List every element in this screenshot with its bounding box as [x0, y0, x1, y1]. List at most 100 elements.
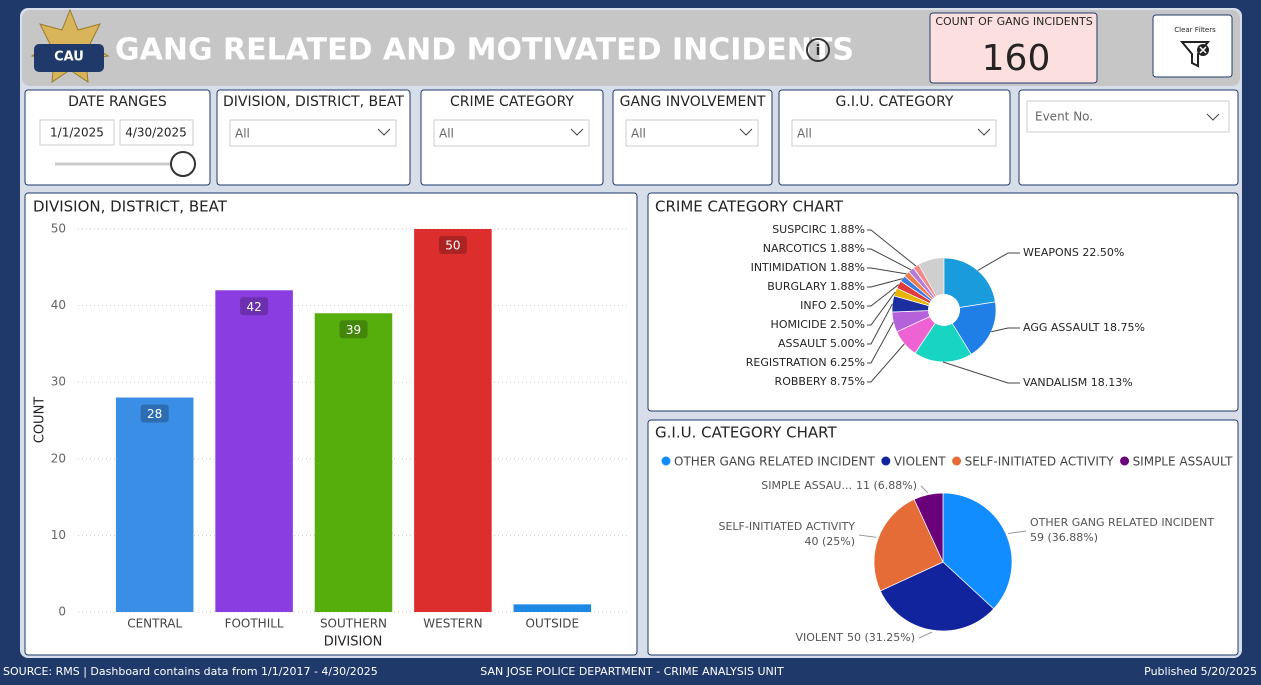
leader-line: [867, 343, 905, 383]
bar: [215, 290, 293, 612]
filter-label: G.I.U. CATEGORY: [836, 94, 954, 110]
x-tick-label: WESTERN: [423, 617, 482, 631]
leader-line: [867, 284, 899, 307]
slice-value: 40 (25%): [804, 535, 855, 548]
title: GANG RELATED AND MOTIVATED INCIDENTS: [115, 33, 854, 68]
leader-line: [858, 534, 877, 538]
y-tick-label: 10: [51, 528, 66, 542]
slice-label: NARCOTICS 1.88%: [763, 242, 865, 255]
x-tick-label: OUTSIDE: [526, 617, 580, 631]
leader-line: [918, 631, 933, 639]
slider-knob[interactable]: [170, 151, 196, 177]
y-tick-label: 20: [51, 451, 66, 465]
data-label-box: [438, 236, 467, 254]
kpi-value: 160: [982, 38, 1051, 79]
donut-hole: [928, 294, 960, 326]
data-label-box: [339, 320, 368, 339]
pie-slice: [873, 498, 944, 592]
y-axis-label: COUNT: [33, 397, 48, 444]
data-label: 39: [346, 323, 361, 337]
date-end: 4/30/2025: [125, 126, 187, 140]
bar: [314, 313, 393, 612]
chevron: [977, 128, 991, 136]
clear-filters-label: Clear Filters: [1174, 26, 1216, 34]
dropdown[interactable]: [433, 119, 590, 147]
leader-line: [867, 267, 907, 275]
dropdown[interactable]: [1026, 100, 1230, 133]
pie-slice: [913, 492, 944, 563]
slice-name: SELF-INITIATED ACTIVITY: [718, 520, 855, 533]
date-start: 1/1/2025: [50, 126, 104, 140]
slice-label: INTIMIDATION 1.88%: [751, 261, 865, 274]
leader-line: [867, 303, 893, 345]
y-tick-label: 30: [51, 375, 66, 389]
leader-line: [867, 248, 912, 271]
legend-label: OTHER GANG RELATED INCIDENT: [674, 455, 875, 469]
slice-label: ASSAULT 5.00%: [778, 337, 865, 350]
filter-label: CRIME CATEGORY: [450, 94, 574, 110]
slice-name: SIMPLE ASSAU...: [761, 479, 852, 492]
slice-label: INFO 2.50%: [800, 299, 865, 312]
kpi-label: COUNT OF GANG INCIDENTS: [935, 15, 1092, 28]
clear-filters-button[interactable]: [1152, 14, 1233, 78]
chart-title: DIVISION, DISTRICT, BEAT: [33, 198, 228, 216]
slice-value: 50 (31.25%): [847, 631, 915, 644]
filter-label: DIVISION, DISTRICT, BEAT: [223, 94, 404, 110]
data-label-box: [140, 404, 169, 423]
chevron: [377, 128, 391, 136]
dropdown[interactable]: [625, 119, 759, 147]
chart-title: G.I.U. CATEGORY CHART: [655, 424, 837, 442]
leader-line: [920, 485, 929, 494]
data-label: 28: [147, 407, 162, 421]
slice-label: ROBBERY 8.75%: [775, 375, 865, 388]
chart-title: CRIME CATEGORY CHART: [655, 198, 844, 216]
pie-slice: [879, 561, 995, 632]
data-label: 50: [445, 239, 460, 253]
logo-badge: [34, 44, 104, 72]
chevron: [739, 128, 753, 136]
slice-value: 59 (36.88%): [1030, 531, 1098, 544]
date-input[interactable]: [119, 119, 194, 146]
leader-line: [1007, 530, 1027, 535]
x-tick-label: CENTRAL: [127, 617, 182, 631]
clear-x: [1199, 46, 1207, 54]
data-label-box: [240, 297, 269, 316]
chevron: [1206, 113, 1220, 121]
funnel-icon: [1179, 41, 1211, 68]
footer-right: Published 5/20/2025: [1144, 665, 1257, 678]
slice-label: HOMICIDE 2.50%: [771, 318, 865, 331]
dropdown[interactable]: [229, 119, 397, 147]
x-tick-label: FOOTHILL: [225, 617, 284, 631]
logo-text: CAU: [54, 50, 84, 65]
footer-center: SAN JOSE POLICE DEPARTMENT - CRIME ANALY…: [480, 665, 784, 678]
slice-value: 11 (6.88%): [856, 479, 917, 492]
leader-line: [867, 291, 896, 326]
dropdown-placeholder: Event No.: [1035, 110, 1093, 124]
dropdown[interactable]: [791, 119, 997, 147]
y-tick-label: 40: [51, 298, 66, 312]
slice-label: WEAPONS 22.50%: [1023, 246, 1124, 259]
leader-line: [867, 278, 903, 288]
x-axis-label: DIVISION: [324, 635, 383, 650]
panel: [24, 89, 211, 186]
slice-name: VIOLENT: [796, 631, 844, 644]
leader-line: [867, 321, 894, 364]
bar: [414, 229, 492, 612]
dropdown-value: All: [439, 127, 454, 141]
info-icon-glyph: i: [816, 43, 821, 59]
slice-label: BURGLARY 1.88%: [767, 280, 865, 293]
dropdown-value: All: [631, 127, 646, 141]
bar: [513, 604, 592, 612]
dropdown-value: All: [797, 127, 812, 141]
info-icon[interactable]: [806, 38, 830, 62]
legend-label: SIMPLE ASSAULT: [1133, 455, 1234, 469]
y-tick-label: 50: [51, 222, 66, 236]
legend-dot: [1120, 456, 1130, 466]
date-input[interactable]: [39, 119, 115, 146]
pie-slice: [942, 492, 1013, 610]
slice-label: AGG ASSAULT 18.75%: [1023, 321, 1145, 334]
legend-label: VIOLENT: [894, 455, 946, 469]
filter-label: GANG INVOLVEMENT: [620, 94, 766, 110]
slice-label: VANDALISM 18.13%: [1023, 376, 1133, 389]
